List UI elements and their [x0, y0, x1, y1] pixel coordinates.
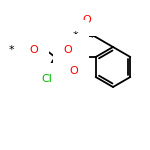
Text: O: O — [83, 15, 91, 25]
Text: O: O — [70, 66, 78, 76]
Text: *: * — [72, 31, 78, 41]
Text: O: O — [64, 45, 72, 55]
Text: O: O — [30, 45, 38, 55]
Text: *: * — [8, 45, 14, 55]
Text: Cl: Cl — [42, 74, 52, 84]
